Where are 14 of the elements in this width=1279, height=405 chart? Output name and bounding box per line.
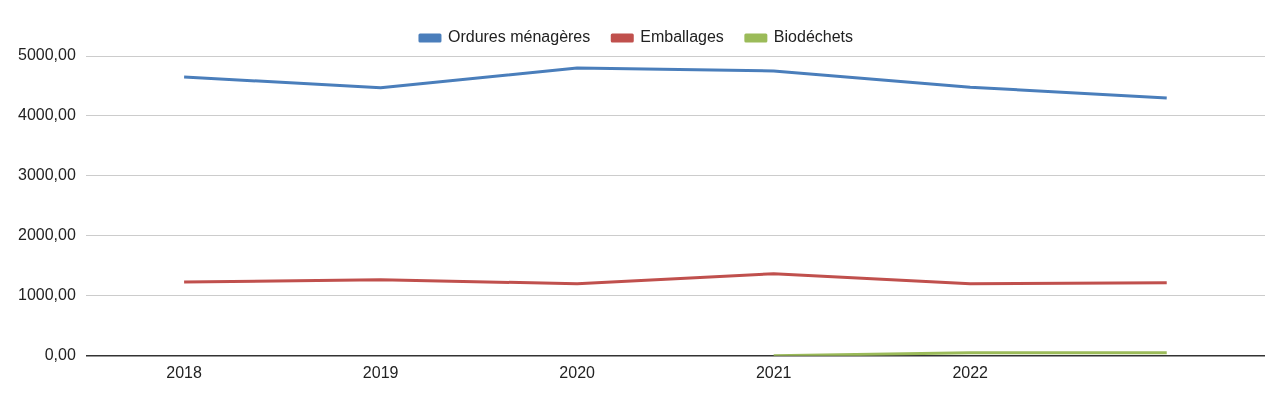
x-tick-label: 2019 <box>362 363 399 381</box>
y-tick-label: 1000,00 <box>17 286 76 304</box>
legend-label: Emballages <box>640 28 724 46</box>
y-tick-label: 4000,00 <box>17 106 76 124</box>
y-tick-label: 0,00 <box>44 346 76 364</box>
y-tick-label: 2000,00 <box>17 226 76 244</box>
legend-label: Biodéchets <box>773 28 854 46</box>
x-tick-label: 2021 <box>755 363 792 381</box>
y-tick-label: 5000,00 <box>17 46 76 64</box>
y-tick-label: 3000,00 <box>17 166 76 184</box>
x-tick-label: 2020 <box>559 363 596 381</box>
legend-label: Ordures ménagères <box>447 28 591 46</box>
x-tick-label: 2018 <box>166 363 202 381</box>
x-tick-label: 2022 <box>952 363 989 381</box>
